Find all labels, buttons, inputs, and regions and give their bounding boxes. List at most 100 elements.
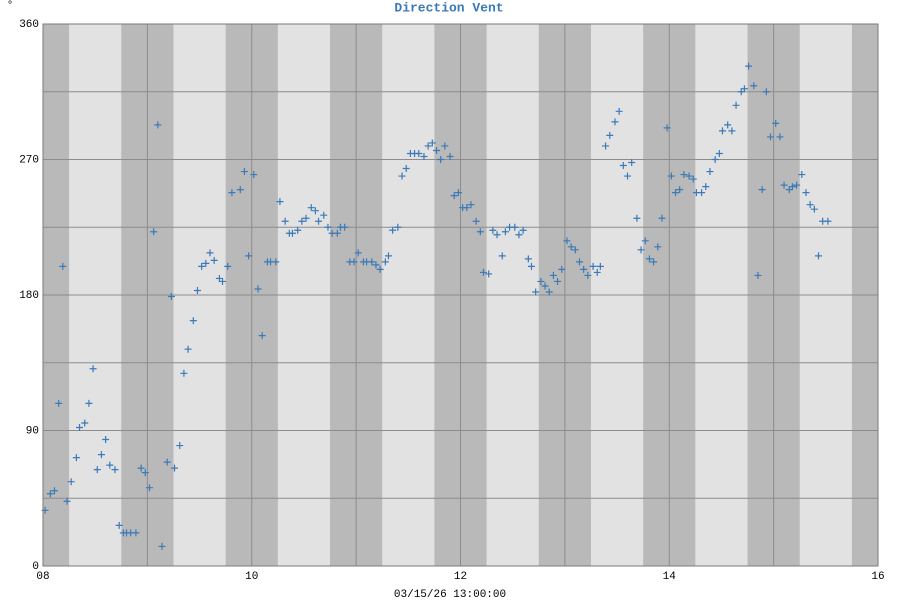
point	[545, 288, 553, 296]
point	[766, 133, 774, 141]
point	[762, 88, 770, 96]
point	[706, 168, 714, 176]
point	[711, 156, 719, 163]
point	[615, 107, 623, 115]
point	[537, 277, 545, 285]
point	[281, 217, 289, 225]
point	[298, 217, 306, 225]
point	[680, 171, 688, 179]
point	[758, 186, 766, 194]
point	[320, 211, 328, 219]
point	[97, 451, 105, 459]
point	[788, 183, 796, 191]
point	[350, 258, 358, 266]
point	[558, 265, 566, 273]
point	[193, 286, 201, 294]
point	[541, 282, 549, 290]
point	[41, 506, 49, 514]
point	[472, 217, 480, 225]
point	[167, 293, 175, 301]
point	[524, 255, 532, 263]
point	[619, 162, 627, 170]
points	[41, 62, 832, 550]
point	[519, 226, 527, 234]
point	[489, 226, 497, 234]
point	[780, 181, 788, 189]
point	[63, 497, 71, 505]
point	[532, 288, 540, 296]
point	[515, 231, 523, 239]
chart-title: Direction Vent	[394, 0, 503, 15]
point	[628, 159, 636, 167]
point	[476, 228, 484, 236]
point	[72, 454, 80, 462]
point	[381, 258, 389, 266]
point	[315, 217, 323, 225]
point	[258, 332, 266, 340]
point	[745, 62, 753, 70]
point	[485, 270, 493, 278]
point	[102, 436, 110, 444]
plot-frame	[42, 23, 879, 567]
point	[398, 172, 406, 180]
point	[215, 274, 223, 282]
point	[202, 259, 210, 267]
point	[596, 262, 604, 270]
point	[415, 149, 423, 157]
point	[236, 186, 244, 194]
point	[724, 121, 732, 129]
y-tick-label: 360	[19, 19, 39, 31]
point	[341, 223, 349, 231]
point	[441, 142, 449, 150]
x-tick-label: 12	[454, 571, 467, 583]
point	[798, 171, 806, 179]
point	[89, 365, 97, 373]
point	[368, 258, 376, 266]
point	[141, 469, 149, 477]
point	[463, 204, 471, 212]
axes: 0 90 180 270 360 08 10 12 14 16	[19, 19, 884, 583]
point	[111, 466, 119, 474]
point	[501, 228, 509, 236]
point	[824, 217, 832, 225]
point	[302, 214, 310, 222]
point	[50, 487, 58, 495]
point	[389, 226, 397, 234]
point	[333, 229, 341, 237]
point	[250, 171, 258, 179]
point	[715, 149, 723, 157]
point	[637, 246, 645, 254]
point	[454, 189, 462, 197]
point	[158, 542, 166, 550]
point	[150, 228, 158, 236]
point	[641, 237, 649, 245]
point	[467, 201, 475, 209]
point	[571, 246, 579, 254]
point	[527, 262, 535, 270]
point	[288, 229, 296, 237]
y-tick-label: 0	[32, 561, 39, 573]
y-tick-label: 90	[26, 425, 39, 437]
point	[67, 478, 75, 486]
point	[493, 231, 501, 239]
point	[354, 249, 362, 257]
point	[606, 131, 614, 139]
point	[55, 399, 63, 407]
point	[554, 277, 562, 285]
point	[498, 252, 506, 260]
point	[450, 192, 458, 200]
point	[394, 223, 402, 231]
point	[672, 189, 680, 197]
point	[750, 82, 758, 90]
point	[602, 142, 610, 150]
point	[311, 207, 319, 215]
point	[593, 268, 601, 276]
point	[184, 345, 192, 353]
point	[115, 521, 123, 529]
point	[402, 165, 410, 173]
point	[728, 127, 736, 135]
point	[210, 256, 218, 264]
point	[663, 124, 671, 132]
point	[145, 484, 153, 492]
point	[563, 237, 571, 245]
